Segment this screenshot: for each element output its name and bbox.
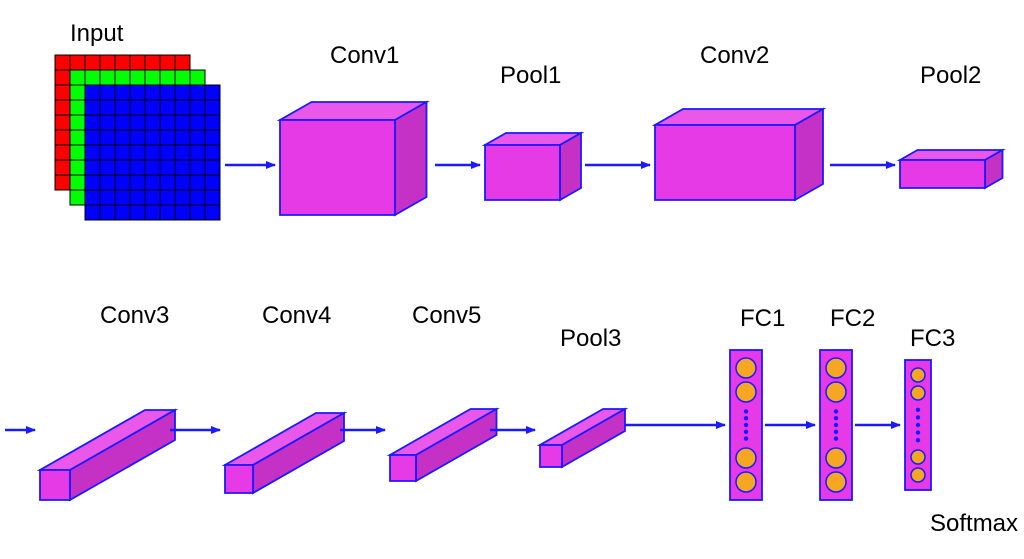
pool2-box xyxy=(900,150,1003,188)
conv4-label: Conv4 xyxy=(262,302,331,330)
conv1-box xyxy=(280,102,427,215)
fc3-label: FC3 xyxy=(910,325,955,353)
pool3-box xyxy=(540,409,625,467)
pool1-label: Pool1 xyxy=(500,62,561,90)
conv4-box xyxy=(225,413,344,493)
conv3-box xyxy=(40,410,175,500)
fc3-layer xyxy=(905,360,931,490)
conv2-label: Conv2 xyxy=(700,42,769,70)
conv5-label: Conv5 xyxy=(412,302,481,330)
input-plane-input_blue xyxy=(85,85,220,220)
conv2-box xyxy=(655,109,823,200)
conv3-label: Conv3 xyxy=(100,302,169,330)
pool2-label: Pool2 xyxy=(920,62,981,90)
conv5-box xyxy=(390,409,497,481)
fc2-label: FC2 xyxy=(830,305,875,333)
pool3-label: Pool3 xyxy=(560,325,621,353)
softmax-label: Softmax xyxy=(930,510,1018,538)
input-label: Input xyxy=(70,20,123,48)
pool1-box xyxy=(485,133,581,200)
fc1-label: FC1 xyxy=(740,305,785,333)
conv1-label: Conv1 xyxy=(330,42,399,70)
fc2-layer xyxy=(820,350,852,500)
fc1-layer xyxy=(730,350,762,500)
